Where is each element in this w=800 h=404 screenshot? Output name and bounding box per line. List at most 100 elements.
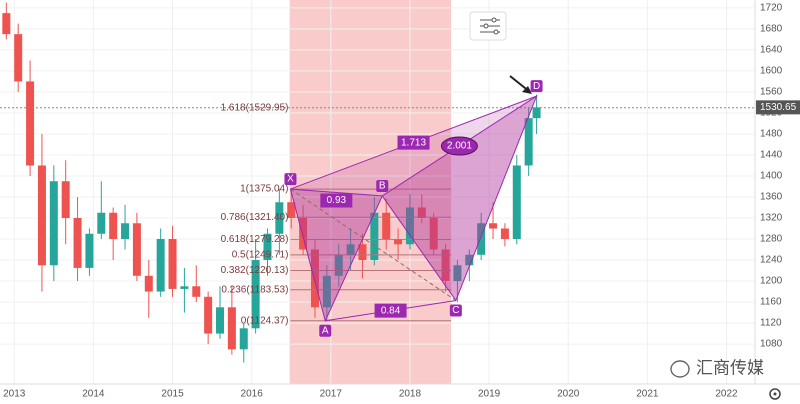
candle-body bbox=[370, 212, 379, 261]
candle-body bbox=[73, 218, 82, 268]
candle-body bbox=[287, 202, 296, 219]
candle-body bbox=[334, 254, 343, 276]
y-tick-label: 1280 bbox=[760, 234, 783, 245]
y-tick-label: 1120 bbox=[760, 318, 782, 329]
y-tick-label: 1600 bbox=[760, 66, 783, 77]
y-tick-label: 1320 bbox=[760, 213, 783, 224]
y-tick-label: 1080 bbox=[760, 339, 783, 350]
x-tick-label: 2019 bbox=[478, 389, 501, 400]
candle-body bbox=[465, 254, 474, 266]
candle-body bbox=[109, 212, 118, 240]
candle-body bbox=[227, 307, 236, 350]
candle-body bbox=[322, 275, 331, 308]
fib-label: 0.236(1183.53) bbox=[221, 284, 288, 295]
candle-body bbox=[275, 202, 284, 234]
settings-gear[interactable] bbox=[769, 388, 781, 400]
fib-label: 0.5(1249.71) bbox=[232, 250, 289, 261]
candle-body bbox=[204, 296, 213, 334]
x-tick-label: 2016 bbox=[241, 389, 264, 400]
candle-body bbox=[26, 81, 35, 166]
ratio-box bbox=[397, 135, 430, 150]
candle-body bbox=[358, 244, 367, 261]
pattern-point-label: C bbox=[452, 305, 459, 316]
fib-label: 0.786(1321.40) bbox=[221, 212, 289, 223]
candle-body bbox=[156, 239, 165, 292]
candle-body bbox=[524, 118, 533, 166]
candle-body bbox=[417, 207, 426, 219]
candle-body bbox=[97, 212, 106, 234]
y-tick-label: 1400 bbox=[760, 171, 783, 182]
ratio-box bbox=[440, 136, 478, 156]
pattern-triangle bbox=[289, 188, 384, 323]
candle-body bbox=[144, 275, 153, 292]
candle-body bbox=[394, 239, 403, 245]
ratio-label: 1.713 bbox=[401, 137, 426, 148]
candle-body bbox=[429, 218, 438, 250]
candle-body bbox=[310, 249, 319, 308]
highlight-band bbox=[289, 0, 452, 384]
pattern-point-box bbox=[319, 324, 332, 337]
x-tick-label: 2013 bbox=[3, 389, 26, 400]
candle-body bbox=[85, 233, 94, 268]
y-tick-label: 1560 bbox=[760, 87, 783, 98]
x-tick-label: 2015 bbox=[161, 389, 184, 400]
candle-body bbox=[500, 228, 509, 240]
pattern-point-label: A bbox=[322, 325, 329, 336]
candle-body bbox=[216, 307, 225, 334]
fib-label: 0(1124.37) bbox=[241, 315, 289, 326]
pattern-point-label: B bbox=[379, 181, 386, 192]
candle-body bbox=[441, 249, 450, 282]
pattern-point-box bbox=[530, 80, 543, 93]
candle-body bbox=[453, 265, 462, 282]
candle-body bbox=[239, 328, 248, 350]
x-tick-label: 2020 bbox=[557, 389, 580, 400]
ratio-label: 0.84 bbox=[381, 305, 401, 316]
candle-body bbox=[121, 223, 130, 240]
candle-body bbox=[489, 223, 498, 229]
pattern-point-label: D bbox=[533, 81, 540, 92]
y-tick-label: 1240 bbox=[760, 255, 783, 266]
watermark: 汇商传媒 bbox=[696, 358, 764, 377]
y-tick-label: 1680 bbox=[760, 24, 783, 35]
candle-body bbox=[132, 223, 141, 276]
x-tick-label: 2017 bbox=[320, 389, 343, 400]
candle-body bbox=[477, 223, 486, 255]
ratio-box bbox=[320, 193, 353, 208]
candle-body bbox=[532, 107, 541, 119]
candle-body bbox=[49, 181, 58, 266]
y-tick-label: 1440 bbox=[760, 150, 783, 161]
fib-label: 1.618(1529.95) bbox=[221, 102, 289, 113]
candle-body bbox=[180, 286, 189, 289]
candle-body bbox=[61, 181, 70, 219]
candle-body bbox=[192, 286, 201, 297]
y-tick-label: 1360 bbox=[760, 192, 783, 203]
fib-label: 0.382(1220.13) bbox=[221, 265, 289, 276]
last-price-box bbox=[756, 100, 800, 115]
candle-body bbox=[37, 165, 46, 266]
candle-body bbox=[299, 218, 308, 250]
pattern-point-box bbox=[376, 179, 389, 192]
candle-body bbox=[512, 165, 521, 240]
settings-menu[interactable] bbox=[469, 11, 507, 41]
y-tick-label: 1720 bbox=[760, 3, 783, 14]
wechat-icon bbox=[670, 360, 690, 378]
candle-body bbox=[346, 244, 355, 255]
ratio-label: 0.93 bbox=[327, 195, 347, 206]
last-price-label: 1530.65 bbox=[760, 102, 797, 113]
x-tick-label: 2022 bbox=[715, 389, 738, 400]
pattern-dashed bbox=[290, 188, 457, 301]
candle-body bbox=[382, 212, 391, 240]
candle-body bbox=[263, 233, 272, 261]
candle-body bbox=[168, 239, 177, 289]
y-tick-label: 1160 bbox=[760, 297, 782, 308]
ratio-box bbox=[374, 303, 407, 318]
fib-label: 0.618(1279.28) bbox=[221, 234, 289, 245]
fib-label: 1(1375.04) bbox=[240, 184, 288, 195]
candle-body bbox=[251, 260, 260, 329]
y-tick-label: 1200 bbox=[760, 276, 783, 287]
x-tick-label: 2014 bbox=[82, 389, 105, 400]
pattern-point-box bbox=[449, 304, 462, 317]
ratio-label: 2.001 bbox=[447, 141, 472, 152]
pattern-point-label: X bbox=[287, 174, 294, 185]
